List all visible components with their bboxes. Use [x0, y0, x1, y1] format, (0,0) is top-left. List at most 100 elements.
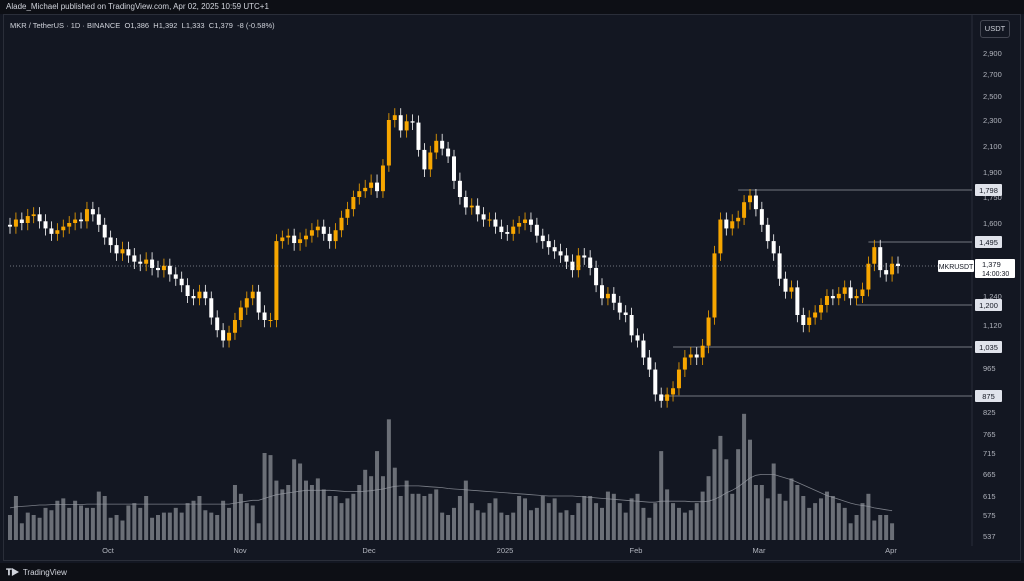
- level-tag-label: 1,035: [979, 343, 998, 352]
- currency-button[interactable]: USDT: [980, 20, 1010, 38]
- candle-body: [789, 287, 794, 292]
- candle-body: [173, 274, 178, 279]
- volume-bar: [771, 463, 776, 540]
- time-tick-label: Apr: [885, 546, 897, 555]
- volume-bar: [55, 500, 60, 540]
- candle-body: [333, 230, 338, 242]
- volume-bar: [469, 503, 474, 540]
- candle-body: [653, 369, 658, 395]
- candle-body: [748, 195, 752, 203]
- candle-body: [890, 263, 895, 275]
- volume-bar: [232, 485, 237, 540]
- price-tick-label: 1,120: [983, 321, 1002, 330]
- candle-body: [185, 285, 190, 296]
- volume-bar: [392, 467, 397, 540]
- candle-body: [161, 265, 166, 271]
- footer-bar: 𝐓▶ TradingView: [0, 563, 1024, 581]
- volume-bar: [629, 498, 634, 540]
- volume-bar: [878, 515, 883, 540]
- candle-body: [144, 259, 149, 264]
- level-tag-label: 875: [982, 392, 995, 401]
- high-label: H: [153, 21, 159, 30]
- volume-bar: [31, 515, 36, 540]
- candle-countdown: 14:00:30: [982, 271, 1009, 278]
- volume-bar: [493, 498, 498, 540]
- candle-body: [256, 291, 261, 313]
- volume-bar: [866, 493, 871, 540]
- candle-body: [694, 354, 699, 358]
- volume-bar: [108, 517, 113, 540]
- symbol-tag-label: MKRUSDT: [939, 264, 974, 271]
- volume-bar: [434, 489, 439, 540]
- candle-body: [8, 224, 12, 227]
- volume-bar: [576, 503, 581, 540]
- candle-body: [357, 191, 362, 197]
- candle-body: [321, 226, 326, 234]
- candle-body: [79, 219, 84, 222]
- volume-bar: [156, 515, 160, 540]
- candle-body: [777, 253, 782, 279]
- volume-bar: [221, 500, 226, 540]
- time-tick-label: Feb: [630, 546, 643, 555]
- candle-body: [138, 261, 143, 264]
- candle-body: [801, 315, 806, 325]
- volume-bar: [422, 496, 427, 540]
- candle-body: [896, 263, 900, 266]
- price-tick-label: 1,600: [983, 219, 1002, 228]
- volume-bar: [386, 419, 391, 540]
- candle-body: [493, 219, 498, 227]
- volume-bar: [617, 503, 622, 540]
- candle-body: [854, 296, 859, 299]
- candle-body: [380, 165, 385, 192]
- volume-bar: [440, 512, 445, 540]
- volume-bar: [357, 485, 362, 540]
- candle-body: [558, 251, 563, 256]
- volume-bar: [244, 503, 249, 540]
- price-tick-label: 715: [983, 449, 996, 458]
- time-tick-label: Oct: [102, 546, 115, 555]
- candle-body: [55, 230, 60, 234]
- candle-body: [250, 291, 255, 299]
- price-tick-label: 575: [983, 511, 996, 520]
- candle-body: [286, 235, 291, 238]
- volume-bar: [505, 515, 510, 540]
- candle-body: [126, 249, 131, 256]
- symbol-legend: MKR / TetherUS · 1D · BINANCE O1,386 H1,…: [10, 21, 275, 30]
- volume-bar: [37, 517, 42, 540]
- candle-body: [369, 182, 374, 188]
- volume-bar: [801, 496, 806, 540]
- level-tag: [975, 390, 1002, 402]
- volume-bar: [623, 512, 628, 540]
- price-tick-label: 2,300: [983, 116, 1002, 125]
- candle-body: [280, 237, 285, 242]
- volume-ma-line: [9, 474, 893, 512]
- candle-body: [197, 291, 202, 299]
- volume-bar: [836, 503, 841, 540]
- volume-bar: [49, 510, 54, 540]
- candle-body: [150, 259, 155, 268]
- volume-bar: [327, 496, 332, 540]
- volume-bar: [126, 505, 131, 540]
- volume-bar: [676, 507, 681, 540]
- candle-body: [505, 232, 510, 234]
- candle-body: [452, 156, 456, 181]
- candle-body: [392, 115, 397, 120]
- candle-body: [576, 255, 581, 271]
- volume-bar: [25, 512, 30, 540]
- candle-body: [274, 241, 279, 320]
- volume-bar: [13, 496, 18, 540]
- volume-bar: [452, 507, 456, 540]
- candle-body: [872, 247, 877, 264]
- volume-bar: [144, 496, 149, 540]
- volume-bar: [558, 512, 563, 540]
- volume-bar: [19, 523, 24, 540]
- high-value: 1,392: [158, 21, 178, 30]
- candle-body: [617, 302, 622, 313]
- volume-bar: [499, 512, 504, 540]
- level-tag: [975, 236, 1002, 248]
- volume-bar: [280, 489, 285, 540]
- candle-body: [19, 219, 24, 223]
- volume-bar: [79, 505, 84, 540]
- volume-bar: [428, 493, 433, 540]
